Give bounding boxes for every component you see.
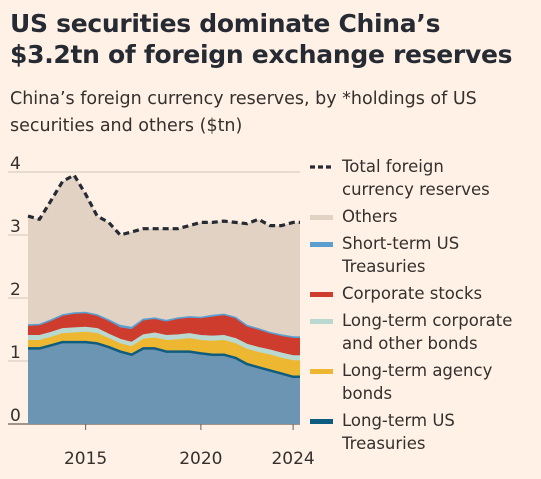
y-tick-label: 0 <box>10 406 21 426</box>
chart-title: US securities dominate China’s $3.2tn of… <box>10 9 513 69</box>
line-long-term-us-treasuries <box>28 340 300 379</box>
legend-swatch <box>310 242 333 247</box>
legend-label: Long-term corporate <box>342 311 512 330</box>
legend-label: bonds <box>342 384 392 403</box>
stacked-areas <box>28 175 300 424</box>
x-axis: 2015 2020 2024 <box>64 424 315 469</box>
legend-label: Short-term US <box>342 234 459 253</box>
y-tick-label: 3 <box>10 217 21 237</box>
x-tick-label: 2015 <box>64 449 107 469</box>
area-long-term-us-treasuries <box>28 342 300 424</box>
line-long-term-corporate-and-other-bonds <box>28 326 300 357</box>
y-tick-label: 1 <box>10 343 21 363</box>
line-short-term-us-treasuries <box>27 311 300 338</box>
y-tick-label: 4 <box>10 154 21 174</box>
line-total-reserves <box>27 173 300 237</box>
line-corporate-stocks <box>27 313 301 340</box>
legend-label: Treasuries <box>341 434 426 453</box>
legend-swatch <box>310 319 333 324</box>
legend-swatch <box>310 369 333 374</box>
legend: Total foreign currency reserves Others Shor… <box>310 157 512 453</box>
line-long-term-agency-bonds <box>28 331 300 362</box>
y-tick-label: 2 <box>10 280 21 300</box>
legend-swatch <box>310 419 333 424</box>
legend-label: Treasuries <box>341 257 426 276</box>
legend-label: Long-term agency <box>342 361 493 380</box>
legend-label: Total foreign <box>341 157 444 176</box>
series-lines <box>27 173 301 379</box>
legend-swatch <box>310 215 333 220</box>
y-axis: 0 1 2 3 4 <box>10 154 21 426</box>
chart-subtitle: China’s foreign currency reserves, by *h… <box>10 89 477 136</box>
legend-label: Others <box>342 207 397 226</box>
x-tick-label: 2024 <box>271 449 314 469</box>
legend-label: Long-term US <box>342 411 455 430</box>
x-tick-label: 2020 <box>179 449 222 469</box>
legend-label: and other bonds <box>342 334 478 353</box>
legend-label: currency reserves <box>342 180 490 199</box>
legend-swatch <box>310 292 333 297</box>
area-others <box>28 175 300 338</box>
legend-label: Corporate stocks <box>342 284 482 303</box>
